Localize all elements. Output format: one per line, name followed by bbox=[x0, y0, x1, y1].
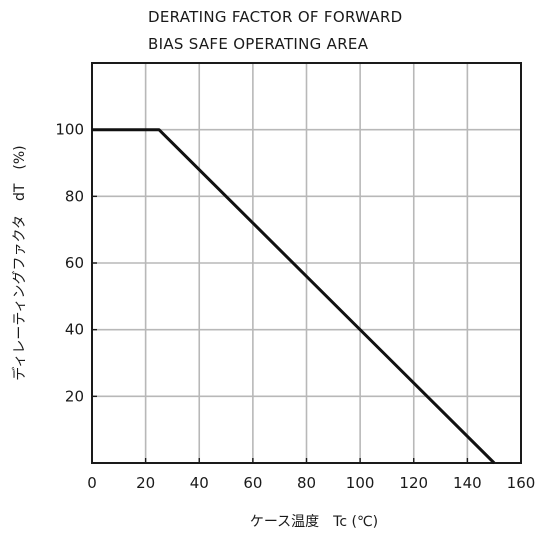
ticks bbox=[91, 128, 522, 463]
x-tick-label: 40 bbox=[190, 474, 209, 492]
x-tick-label: 20 bbox=[136, 474, 155, 492]
series bbox=[92, 128, 496, 465]
x-tick-label: 0 bbox=[87, 474, 97, 492]
grid bbox=[92, 63, 521, 463]
chart-title: DERATING FACTOR OF FORWARD BIAS SAFE OPE… bbox=[148, 8, 403, 53]
y-tick-label: 20 bbox=[65, 387, 84, 405]
y-tick-label: 60 bbox=[65, 254, 84, 272]
x-tick-labels: 0 20 40 60 80 100 120 140 160 bbox=[87, 474, 535, 492]
x-tick-label: 80 bbox=[297, 474, 316, 492]
y-tick-label: 40 bbox=[65, 321, 84, 339]
x-tick-label: 140 bbox=[453, 474, 482, 492]
chart-title-line-2: BIAS SAFE OPERATING AREA bbox=[148, 35, 369, 53]
y-tick-label: 100 bbox=[55, 121, 84, 139]
chart-title-line-1: DERATING FACTOR OF FORWARD bbox=[148, 8, 403, 26]
y-tick-label: 80 bbox=[65, 187, 84, 205]
x-axis-label: ケース温度 Tc (℃) bbox=[250, 514, 378, 530]
y-tick-labels: 20 40 60 80 100 bbox=[55, 121, 84, 406]
x-tick-label: 100 bbox=[346, 474, 375, 492]
x-tick-label: 160 bbox=[507, 474, 536, 492]
x-tick-label: 120 bbox=[399, 474, 428, 492]
y-axis-label: ディレーティングファクタ dT (%) bbox=[11, 145, 28, 380]
x-tick-label: 60 bbox=[243, 474, 262, 492]
derating-line bbox=[92, 128, 496, 465]
